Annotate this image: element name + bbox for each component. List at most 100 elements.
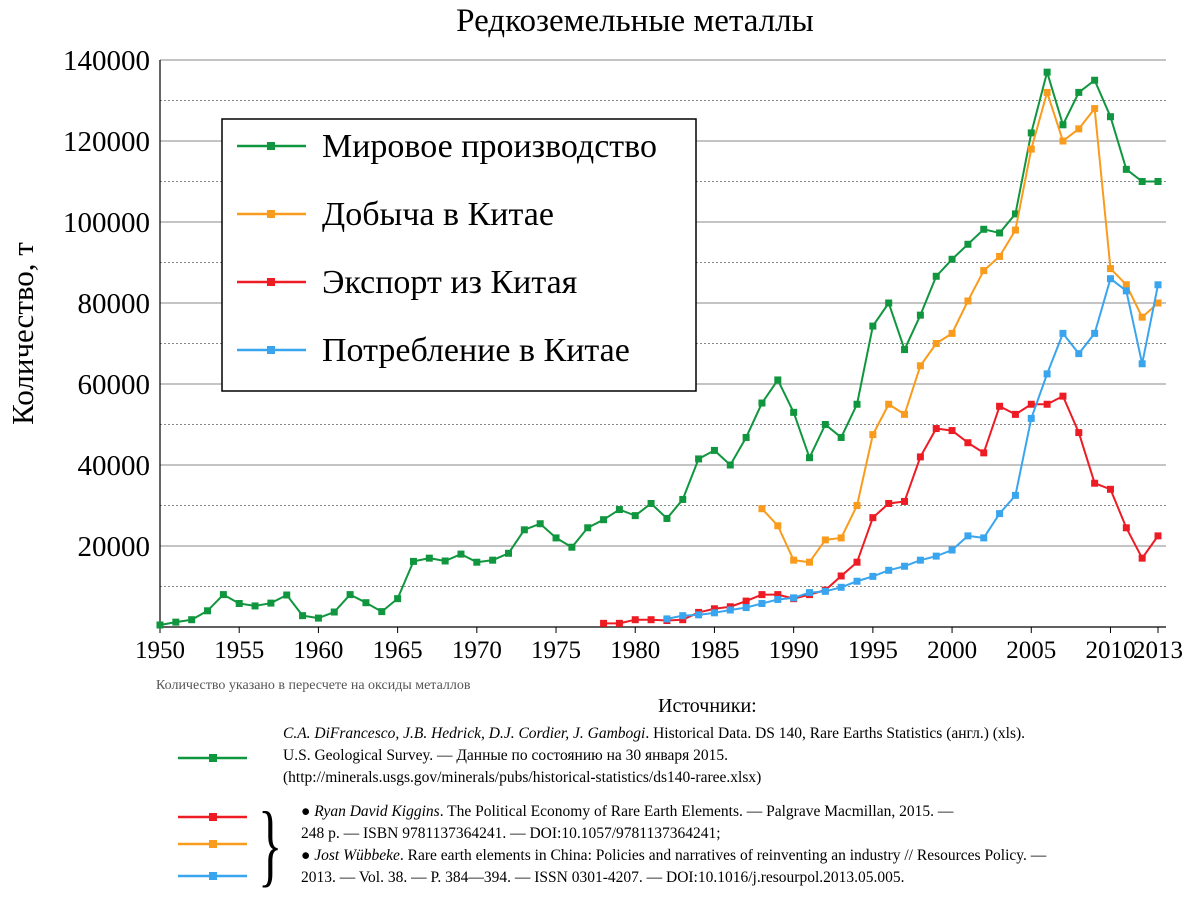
data-point bbox=[663, 514, 671, 522]
data-point bbox=[394, 595, 402, 603]
data-point bbox=[853, 558, 861, 566]
source-key-marker bbox=[209, 840, 217, 848]
data-point bbox=[980, 449, 988, 457]
data-point bbox=[584, 524, 592, 532]
bullet: ● bbox=[301, 803, 311, 820]
data-point bbox=[948, 255, 956, 263]
data-point bbox=[299, 612, 307, 620]
data-point bbox=[742, 604, 750, 612]
y-tick-label: 60000 bbox=[78, 369, 151, 401]
data-point bbox=[679, 616, 687, 624]
data-point bbox=[1059, 137, 1067, 145]
data-point bbox=[869, 322, 877, 330]
sources-title: Источники: bbox=[658, 695, 757, 717]
series-line bbox=[603, 395, 1159, 625]
data-point bbox=[1106, 113, 1114, 121]
data-point bbox=[901, 346, 909, 354]
data-point bbox=[948, 427, 956, 435]
legend-swatch-marker bbox=[267, 210, 275, 218]
series-lines bbox=[156, 68, 1162, 629]
data-point bbox=[948, 329, 956, 337]
data-point bbox=[1091, 479, 1099, 487]
data-point bbox=[1043, 68, 1051, 76]
data-point bbox=[758, 505, 766, 513]
data-point bbox=[837, 534, 845, 542]
data-point bbox=[1075, 88, 1083, 96]
data-point bbox=[885, 299, 893, 307]
data-point bbox=[869, 514, 877, 522]
x-tick-label: 1955 bbox=[214, 637, 264, 664]
data-point bbox=[1011, 210, 1019, 218]
data-point bbox=[679, 495, 687, 503]
data-point bbox=[964, 240, 972, 248]
data-point bbox=[1138, 360, 1146, 368]
data-point bbox=[362, 599, 370, 607]
data-point bbox=[425, 554, 433, 562]
y-axis-label: Количество, т bbox=[5, 242, 40, 425]
source-key-marker bbox=[209, 754, 217, 762]
data-point bbox=[837, 433, 845, 441]
legend-label: Добыча в Китае bbox=[322, 196, 554, 233]
chart-title: Редкоземельные металлы bbox=[456, 3, 814, 39]
legend-swatch-marker bbox=[267, 278, 275, 286]
data-point bbox=[964, 439, 972, 447]
x-tick-label: 1995 bbox=[848, 637, 898, 664]
data-point bbox=[647, 616, 655, 624]
data-point bbox=[901, 497, 909, 505]
data-point bbox=[267, 599, 275, 607]
data-point bbox=[663, 615, 671, 623]
data-point bbox=[758, 600, 766, 608]
data-point bbox=[774, 595, 782, 603]
legend-label: Экспорт из Китая bbox=[322, 264, 578, 301]
data-point bbox=[916, 453, 924, 461]
data-point bbox=[726, 461, 734, 469]
y-tick-label: 80000 bbox=[78, 288, 151, 320]
data-point bbox=[869, 431, 877, 439]
data-point bbox=[346, 591, 354, 599]
y-tick-label: 100000 bbox=[63, 207, 150, 239]
data-point bbox=[615, 619, 623, 627]
data-point bbox=[409, 557, 417, 565]
data-point bbox=[1154, 178, 1162, 185]
data-point bbox=[710, 605, 718, 613]
data-point bbox=[1122, 287, 1130, 295]
data-point bbox=[790, 556, 798, 564]
rare-earth-chart: Редкоземельные металлы 20000 40000 60000 80… bbox=[5, 3, 1183, 664]
source-usgs: C.A. DiFrancesco, J.B. Hedrick, D.J. Cor… bbox=[283, 723, 1025, 789]
data-point bbox=[869, 572, 877, 580]
legend: Мировое производство Добыча в Китае Экспор… bbox=[221, 118, 697, 392]
data-point bbox=[552, 534, 560, 542]
data-point bbox=[1043, 88, 1051, 96]
x-tick-label: 1965 bbox=[373, 637, 423, 664]
series-0 bbox=[156, 68, 1162, 629]
source-key-marker bbox=[209, 872, 217, 880]
data-point bbox=[647, 499, 655, 507]
data-point bbox=[1122, 281, 1130, 289]
data-point bbox=[1011, 410, 1019, 418]
data-point bbox=[600, 516, 608, 524]
data-point bbox=[1138, 178, 1146, 185]
x-tick-label: 1985 bbox=[689, 637, 739, 664]
data-point bbox=[710, 609, 718, 617]
data-point bbox=[980, 225, 988, 233]
data-point bbox=[457, 550, 465, 558]
data-point bbox=[235, 600, 243, 608]
data-point bbox=[758, 399, 766, 407]
data-point bbox=[774, 522, 782, 530]
data-point bbox=[156, 621, 164, 629]
series-3 bbox=[663, 275, 1162, 623]
source-key-lines bbox=[178, 754, 247, 880]
data-point bbox=[774, 591, 782, 599]
data-point bbox=[568, 543, 576, 551]
x-tick-label: 1980 bbox=[610, 637, 660, 664]
legend-label: Потребление в Китае bbox=[322, 332, 630, 369]
data-point bbox=[1106, 485, 1114, 493]
source-wubbeke-title: . Rare earth elements in China: Policies… bbox=[399, 847, 1047, 864]
data-point bbox=[631, 616, 639, 624]
data-point bbox=[505, 549, 513, 557]
data-point bbox=[615, 506, 623, 514]
data-point bbox=[916, 362, 924, 370]
legend-box bbox=[221, 118, 697, 392]
data-point bbox=[742, 597, 750, 605]
data-point bbox=[1027, 129, 1035, 137]
